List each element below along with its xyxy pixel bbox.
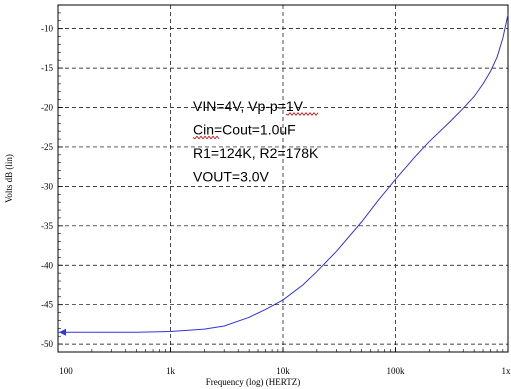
y-tick-label: -10 bbox=[41, 24, 53, 34]
y-tick-label: -45 bbox=[41, 300, 53, 310]
x-tick-label: 100 bbox=[59, 366, 73, 376]
x-axis-label: Frequency (log) (HERTZ) bbox=[206, 377, 300, 387]
spellcheck-squiggle bbox=[192, 135, 220, 140]
x-axis-ticks: 100 1k 10k 100k 1x bbox=[57, 347, 511, 376]
annotation-block: VIN=4V, Vp-p=1V Cin=Cout=1.0uF R1=124K, R2… bbox=[192, 98, 319, 185]
y-tick-label: -15 bbox=[41, 63, 53, 73]
y-tick-label: -40 bbox=[41, 260, 53, 270]
y-tick-label: -25 bbox=[41, 142, 53, 152]
y-tick-label: -20 bbox=[41, 103, 53, 113]
series-line bbox=[58, 14, 509, 333]
annotation-line: R1=124K, R2=178K bbox=[193, 145, 319, 161]
x-tick-label: 10k bbox=[276, 366, 290, 376]
annotation-line: VOUT=3.0V bbox=[193, 169, 270, 185]
y-tick-label: -50 bbox=[41, 339, 53, 349]
grid bbox=[58, 5, 508, 352]
x-tick-label: 100k bbox=[387, 366, 406, 376]
y-tick-label: -35 bbox=[41, 221, 53, 231]
annotation-line: Cin=Cout=1.0uF bbox=[193, 122, 296, 138]
y-tick-label: -30 bbox=[41, 181, 53, 191]
spellcheck-squiggle bbox=[285, 112, 319, 116]
y-axis-ticks: -10 -15 -20 -25 -30 -35 -40 -45 -50 bbox=[41, 4, 63, 353]
annotation-line: VIN=4V, Vp-p=1V bbox=[193, 98, 304, 114]
y-axis-label: Volts dB (lin) bbox=[4, 154, 14, 203]
series-start-arrow bbox=[59, 328, 66, 336]
x-tick-label: 1k bbox=[166, 366, 176, 376]
x-tick-label: 1x bbox=[502, 366, 511, 376]
